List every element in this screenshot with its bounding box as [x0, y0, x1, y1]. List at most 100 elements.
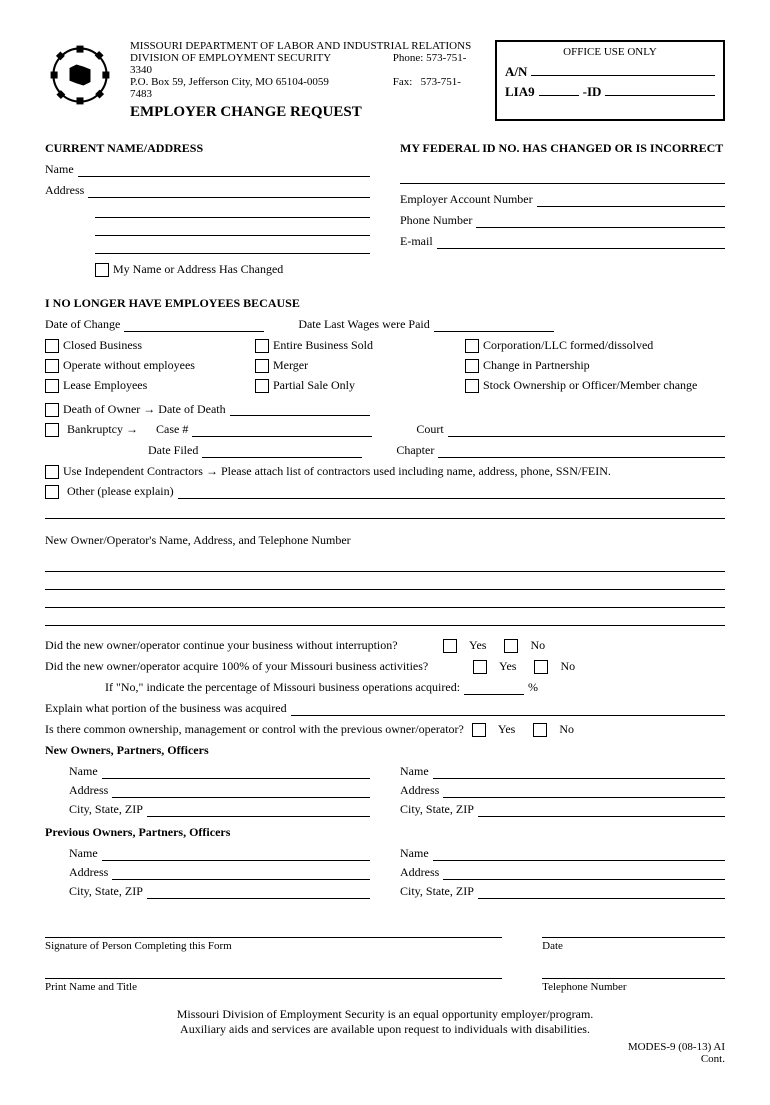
ean-label: Employer Account Number	[400, 192, 533, 207]
address-field-3[interactable]	[95, 222, 370, 236]
no-label2: No	[560, 659, 575, 674]
no-label: No	[530, 638, 545, 653]
q2-no-cb[interactable]	[534, 660, 548, 674]
p1-name[interactable]	[102, 847, 370, 861]
dlwp-field[interactable]	[434, 320, 554, 332]
other-field[interactable]	[178, 485, 725, 499]
id-label: -ID	[583, 84, 602, 100]
pct-field[interactable]	[464, 683, 524, 695]
new-owner-field-1[interactable]	[45, 558, 725, 572]
bankruptcy-label: Bankruptcy →	[67, 422, 152, 437]
p2-addr[interactable]	[443, 866, 725, 880]
prev-owners-grid: Name Address City, State, ZIP Name Addre…	[45, 846, 725, 903]
dlwp-label: Date Last Wages were Paid	[298, 317, 429, 332]
name-label: Name	[45, 162, 74, 177]
p2-name[interactable]	[433, 847, 725, 861]
n1-name[interactable]	[102, 765, 370, 779]
n1-addr[interactable]	[112, 784, 370, 798]
p2-csz[interactable]	[478, 885, 725, 899]
footer: Missouri Division of Employment Security…	[45, 1007, 725, 1037]
division-name: DIVISION OF EMPLOYMENT SECURITY	[130, 52, 390, 64]
new-owner-field-3[interactable]	[45, 594, 725, 608]
court-label: Court	[416, 422, 443, 437]
phone-field[interactable]	[476, 214, 725, 228]
no-label3: No	[559, 722, 574, 737]
q4-no-cb[interactable]	[533, 723, 547, 737]
new-owner-field-4[interactable]	[45, 612, 725, 626]
yes-label: Yes	[469, 638, 486, 653]
cb-lease[interactable]	[45, 379, 59, 393]
cb-stock[interactable]	[465, 379, 479, 393]
new-owner-label: New Owner/Operator's Name, Address, and …	[45, 533, 725, 548]
chapter-field[interactable]	[438, 444, 725, 458]
lia9-field[interactable]	[539, 84, 579, 96]
dfiled-label: Date Filed	[148, 443, 198, 458]
p2-csz-lbl: City, State, ZIP	[400, 884, 474, 899]
lease-label: Lease Employees	[63, 378, 147, 393]
id-field[interactable]	[605, 82, 715, 96]
n2-addr[interactable]	[443, 784, 725, 798]
n2-csz[interactable]	[478, 803, 725, 817]
q1-yes-cb[interactable]	[443, 639, 457, 653]
q1-no-cb[interactable]	[504, 639, 518, 653]
header-text: MISSOURI DEPARTMENT OF LABOR AND INDUSTR…	[130, 40, 480, 121]
cb-contractors[interactable]	[45, 465, 59, 479]
case-field[interactable]	[192, 425, 372, 437]
tel-label: Telephone Number	[542, 978, 725, 993]
chapter-label: Chapter	[396, 443, 434, 458]
name-changed-checkbox[interactable]	[95, 263, 109, 277]
p1-addr[interactable]	[112, 866, 370, 880]
lia9-label: LIA9	[505, 84, 535, 100]
address-field-2[interactable]	[95, 204, 370, 218]
stock-label: Stock Ownership or Officer/Member change	[483, 378, 697, 393]
p1-csz[interactable]	[147, 885, 370, 899]
n2-csz-lbl: City, State, ZIP	[400, 802, 474, 817]
address-field-1[interactable]	[88, 184, 370, 198]
new-owner-field-2[interactable]	[45, 576, 725, 590]
footer-l2: Auxiliary aids and services are availabl…	[45, 1022, 725, 1037]
cb-sold[interactable]	[255, 339, 269, 353]
name-changed-label: My Name or Address Has Changed	[113, 262, 283, 277]
signature-row-2: Print Name and Title Telephone Number	[45, 964, 725, 993]
fax-label: Fax:	[393, 76, 413, 88]
other-field-2[interactable]	[45, 505, 725, 519]
an-field[interactable]	[531, 62, 715, 76]
cb-operate[interactable]	[45, 359, 59, 373]
n2-name[interactable]	[433, 765, 725, 779]
cb-partial[interactable]	[255, 379, 269, 393]
ean-field[interactable]	[537, 193, 725, 207]
q3-label: Explain what portion of the business was…	[45, 701, 287, 716]
death-date-field[interactable]	[230, 404, 370, 416]
address-field-4[interactable]	[95, 240, 370, 254]
doc-field[interactable]	[124, 320, 264, 332]
state-seal-icon	[45, 40, 115, 110]
merger-label: Merger	[273, 358, 308, 373]
fed-id-field[interactable]	[400, 170, 725, 184]
fed-id-head: MY FEDERAL ID NO. HAS CHANGED OR IS INCO…	[400, 141, 725, 156]
corp-label: Corporation/LLC formed/dissolved	[483, 338, 653, 353]
other-label: Other (please explain)	[67, 484, 174, 499]
name-field[interactable]	[78, 163, 370, 177]
q2-yes-cb[interactable]	[473, 660, 487, 674]
cb-closed[interactable]	[45, 339, 59, 353]
form-id: MODES-9 (08-13) AI Cont.	[45, 1041, 725, 1065]
dfiled-field[interactable]	[202, 446, 362, 458]
n1-addr-lbl: Address	[69, 783, 108, 798]
p1-csz-lbl: City, State, ZIP	[69, 884, 143, 899]
cb-corp[interactable]	[465, 339, 479, 353]
email-field[interactable]	[437, 235, 725, 249]
court-field[interactable]	[448, 423, 725, 437]
pobox: P.O. Box 59, Jefferson City, MO 65104-00…	[130, 76, 390, 88]
new-owners-head: New Owners, Partners, Officers	[45, 743, 725, 758]
operate-label: Operate without employees	[63, 358, 195, 373]
q3-field[interactable]	[291, 702, 725, 716]
cb-merger[interactable]	[255, 359, 269, 373]
cb-other[interactable]	[45, 485, 59, 499]
cb-partner[interactable]	[465, 359, 479, 373]
phone-label2: Phone Number	[400, 213, 472, 228]
cb-bankruptcy[interactable]	[45, 423, 59, 437]
q4-yes-cb[interactable]	[472, 723, 486, 737]
n1-csz[interactable]	[147, 803, 370, 817]
cb-death[interactable]	[45, 403, 59, 417]
q4-label: Is there common ownership, management or…	[45, 722, 464, 737]
